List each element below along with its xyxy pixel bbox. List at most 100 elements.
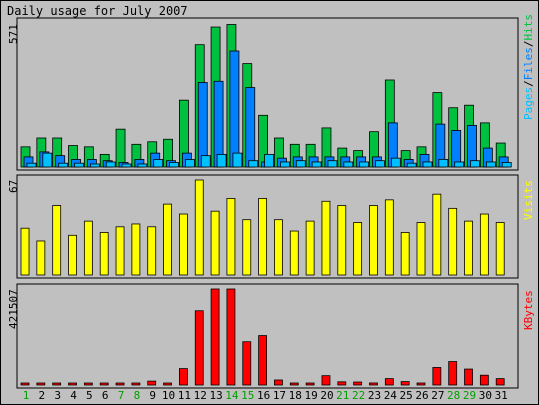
kbytes-bar-day-24	[384, 378, 394, 386]
visits-bar-day-7	[115, 226, 125, 276]
pages-bar-day-10	[169, 162, 179, 168]
visits-bar-day-6	[99, 232, 109, 276]
pages-bar-day-19	[311, 161, 322, 168]
day-label-3: 3	[54, 389, 61, 402]
pages-bar-day-1	[26, 162, 37, 168]
day-label-5: 5	[86, 389, 93, 402]
kbytes-bar-day-10	[163, 382, 172, 386]
kbytes-bar-day-31	[495, 378, 505, 386]
kbytes-bar-day-17	[274, 379, 283, 386]
kbytes-bar-day-27	[432, 367, 442, 386]
pages-bar-day-27	[438, 159, 449, 168]
kbytes-bar-day-9	[147, 380, 157, 386]
kbytes-bar-day-4	[68, 382, 77, 386]
kbytes-bar-day-7	[115, 382, 125, 386]
kbytes-bar-day-6	[99, 382, 109, 386]
visits-bar-day-20	[321, 200, 331, 276]
files-bar-day-14	[229, 50, 240, 168]
kbytes-bar-day-15	[242, 341, 252, 386]
visits-bar-day-29	[464, 220, 473, 276]
kbytes-bar-day-20	[321, 375, 331, 386]
visits-bar-day-13	[210, 210, 220, 276]
day-label-14: 14	[225, 389, 239, 402]
pages-bar-day-29	[470, 160, 480, 168]
day-label-24: 24	[384, 389, 398, 402]
pages-bar-day-2	[42, 152, 53, 168]
kbytes-bar-day-1	[20, 382, 30, 386]
pages-bar-day-26	[422, 161, 433, 168]
visits-bar-day-15	[242, 219, 252, 276]
day-label-16: 16	[257, 389, 270, 402]
kbytes-bar-day-16	[258, 335, 268, 386]
day-label-22: 22	[352, 389, 365, 402]
kbytes-bar-day-21	[337, 381, 347, 386]
day-label-19: 19	[304, 389, 317, 402]
visits-bar-day-28	[448, 207, 458, 276]
pages-bar-day-23	[375, 160, 385, 168]
day-label-8: 8	[134, 389, 141, 402]
kbytes-bar-day-29	[464, 368, 473, 386]
day-label-31: 31	[495, 389, 508, 402]
pages-bar-day-16	[264, 153, 275, 168]
pages-bar-day-6	[105, 161, 116, 168]
pages-bar-day-31	[501, 162, 512, 168]
pages-bar-day-3	[58, 162, 69, 168]
files-bar-day-28	[451, 130, 462, 168]
day-label-12: 12	[194, 389, 207, 402]
day-label-7: 7	[118, 389, 125, 402]
visits-bar-day-31	[495, 222, 505, 276]
kbytes-bar-day-22	[353, 381, 363, 386]
day-label-29: 29	[463, 389, 476, 402]
visits-bar-day-21	[337, 205, 347, 276]
pages-bar-day-25	[406, 162, 417, 168]
kbytes-bar-day-30	[479, 374, 489, 386]
day-label-1: 1	[23, 389, 30, 402]
day-label-30: 30	[479, 389, 492, 402]
day-label-20: 20	[320, 389, 333, 402]
visits-bar-day-27	[432, 193, 442, 276]
day-label-9: 9	[149, 389, 156, 402]
kbytes-bar-day-14	[226, 288, 236, 386]
visits-bar-day-25	[400, 232, 410, 276]
chart-title: Daily usage for July 2007	[7, 4, 188, 18]
visits-bar-day-30	[479, 213, 489, 276]
pages-bar-day-5	[89, 163, 100, 168]
kbytes-bar-day-8	[131, 382, 141, 386]
files-bar-day-12	[197, 82, 208, 168]
visits-bar-day-22	[353, 222, 363, 276]
kbytes-bar-day-11	[178, 368, 188, 386]
pages-bar-day-11	[184, 159, 195, 168]
pages-bar-day-4	[74, 162, 84, 168]
day-label-2: 2	[39, 389, 46, 402]
kbytes-bar-day-26	[416, 382, 426, 386]
visits-bar-day-9	[147, 226, 157, 276]
visits-bar-day-12	[194, 179, 204, 276]
day-label-28: 28	[447, 389, 460, 402]
pages-bar-day-20	[327, 160, 338, 168]
visits-bar-day-14	[226, 198, 236, 276]
visits-bar-day-18	[289, 230, 299, 276]
visits-bar-day-16	[258, 198, 268, 276]
day-label-25: 25	[400, 389, 413, 402]
kbytes-bar-day-28	[448, 361, 458, 386]
kbytes-bar-day-23	[369, 382, 378, 386]
day-label-10: 10	[162, 389, 175, 402]
day-label-13: 13	[209, 389, 222, 402]
kbytes-bar-day-18	[289, 382, 299, 386]
pages-bar-day-17	[280, 161, 290, 168]
visits-bar-day-4	[68, 234, 77, 276]
visits-bar-day-1	[20, 227, 30, 276]
day-label-11: 11	[178, 389, 191, 402]
visits-bar-day-3	[52, 205, 62, 276]
kbytes-bar-day-13	[210, 288, 220, 386]
pages-bar-day-30	[485, 161, 496, 168]
day-label-18: 18	[289, 389, 302, 402]
visits-bar-day-19	[305, 220, 315, 276]
day-label-27: 27	[431, 389, 444, 402]
kbytes-bar-day-5	[83, 382, 93, 386]
pages-bar-day-9	[153, 159, 164, 168]
pages-bar-day-7	[121, 163, 132, 168]
pages-bar-day-8	[137, 163, 148, 168]
kbytes-bar-day-12	[194, 310, 204, 386]
